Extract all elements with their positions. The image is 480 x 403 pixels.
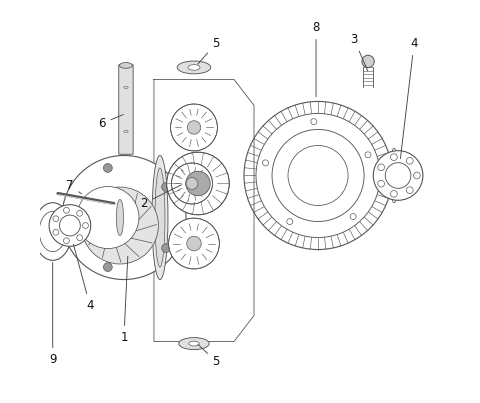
Circle shape bbox=[365, 152, 371, 158]
Ellipse shape bbox=[120, 62, 132, 68]
Circle shape bbox=[60, 215, 80, 236]
Circle shape bbox=[168, 218, 219, 269]
Ellipse shape bbox=[390, 148, 398, 203]
Circle shape bbox=[256, 114, 380, 237]
Circle shape bbox=[53, 216, 59, 222]
Circle shape bbox=[272, 129, 364, 222]
Text: 6: 6 bbox=[98, 114, 123, 130]
Circle shape bbox=[170, 104, 217, 151]
Circle shape bbox=[362, 55, 374, 68]
Text: 1: 1 bbox=[120, 256, 128, 344]
Circle shape bbox=[288, 145, 348, 206]
Text: 2: 2 bbox=[140, 185, 181, 210]
Circle shape bbox=[77, 187, 139, 249]
Circle shape bbox=[373, 151, 423, 200]
Text: 5: 5 bbox=[198, 37, 220, 64]
Circle shape bbox=[67, 213, 76, 222]
Circle shape bbox=[162, 183, 170, 191]
Circle shape bbox=[83, 222, 88, 229]
Circle shape bbox=[311, 118, 317, 125]
Circle shape bbox=[244, 102, 392, 249]
Ellipse shape bbox=[177, 61, 211, 74]
Circle shape bbox=[186, 178, 198, 189]
Text: 9: 9 bbox=[49, 262, 57, 366]
Circle shape bbox=[103, 263, 112, 272]
Text: 4: 4 bbox=[73, 244, 94, 312]
Circle shape bbox=[407, 158, 413, 164]
Circle shape bbox=[62, 156, 186, 280]
Circle shape bbox=[378, 164, 384, 171]
Circle shape bbox=[407, 187, 413, 193]
Ellipse shape bbox=[152, 156, 168, 280]
Ellipse shape bbox=[34, 203, 72, 260]
Text: 4: 4 bbox=[400, 37, 418, 159]
Circle shape bbox=[103, 164, 112, 172]
Ellipse shape bbox=[116, 199, 123, 235]
Ellipse shape bbox=[179, 338, 209, 349]
Text: 3: 3 bbox=[350, 33, 368, 71]
Ellipse shape bbox=[189, 341, 199, 346]
FancyBboxPatch shape bbox=[119, 64, 133, 154]
Text: 5: 5 bbox=[198, 344, 220, 368]
Circle shape bbox=[186, 171, 210, 196]
Circle shape bbox=[187, 236, 201, 251]
Circle shape bbox=[63, 238, 69, 244]
Ellipse shape bbox=[155, 168, 165, 267]
Circle shape bbox=[77, 235, 83, 241]
Circle shape bbox=[162, 244, 170, 253]
Circle shape bbox=[53, 229, 59, 235]
Ellipse shape bbox=[39, 211, 66, 252]
Circle shape bbox=[350, 214, 356, 220]
Circle shape bbox=[63, 208, 69, 213]
Circle shape bbox=[287, 218, 293, 224]
Circle shape bbox=[263, 160, 268, 166]
Circle shape bbox=[187, 121, 201, 134]
Circle shape bbox=[378, 180, 384, 187]
Circle shape bbox=[391, 154, 397, 160]
Circle shape bbox=[385, 163, 411, 188]
Text: 7: 7 bbox=[66, 179, 82, 194]
Ellipse shape bbox=[188, 64, 200, 70]
Text: 8: 8 bbox=[312, 21, 320, 97]
Circle shape bbox=[171, 163, 213, 204]
Circle shape bbox=[77, 210, 83, 216]
Circle shape bbox=[82, 187, 158, 264]
Circle shape bbox=[167, 152, 229, 215]
Circle shape bbox=[49, 205, 91, 246]
Circle shape bbox=[414, 172, 420, 179]
Circle shape bbox=[391, 191, 397, 197]
